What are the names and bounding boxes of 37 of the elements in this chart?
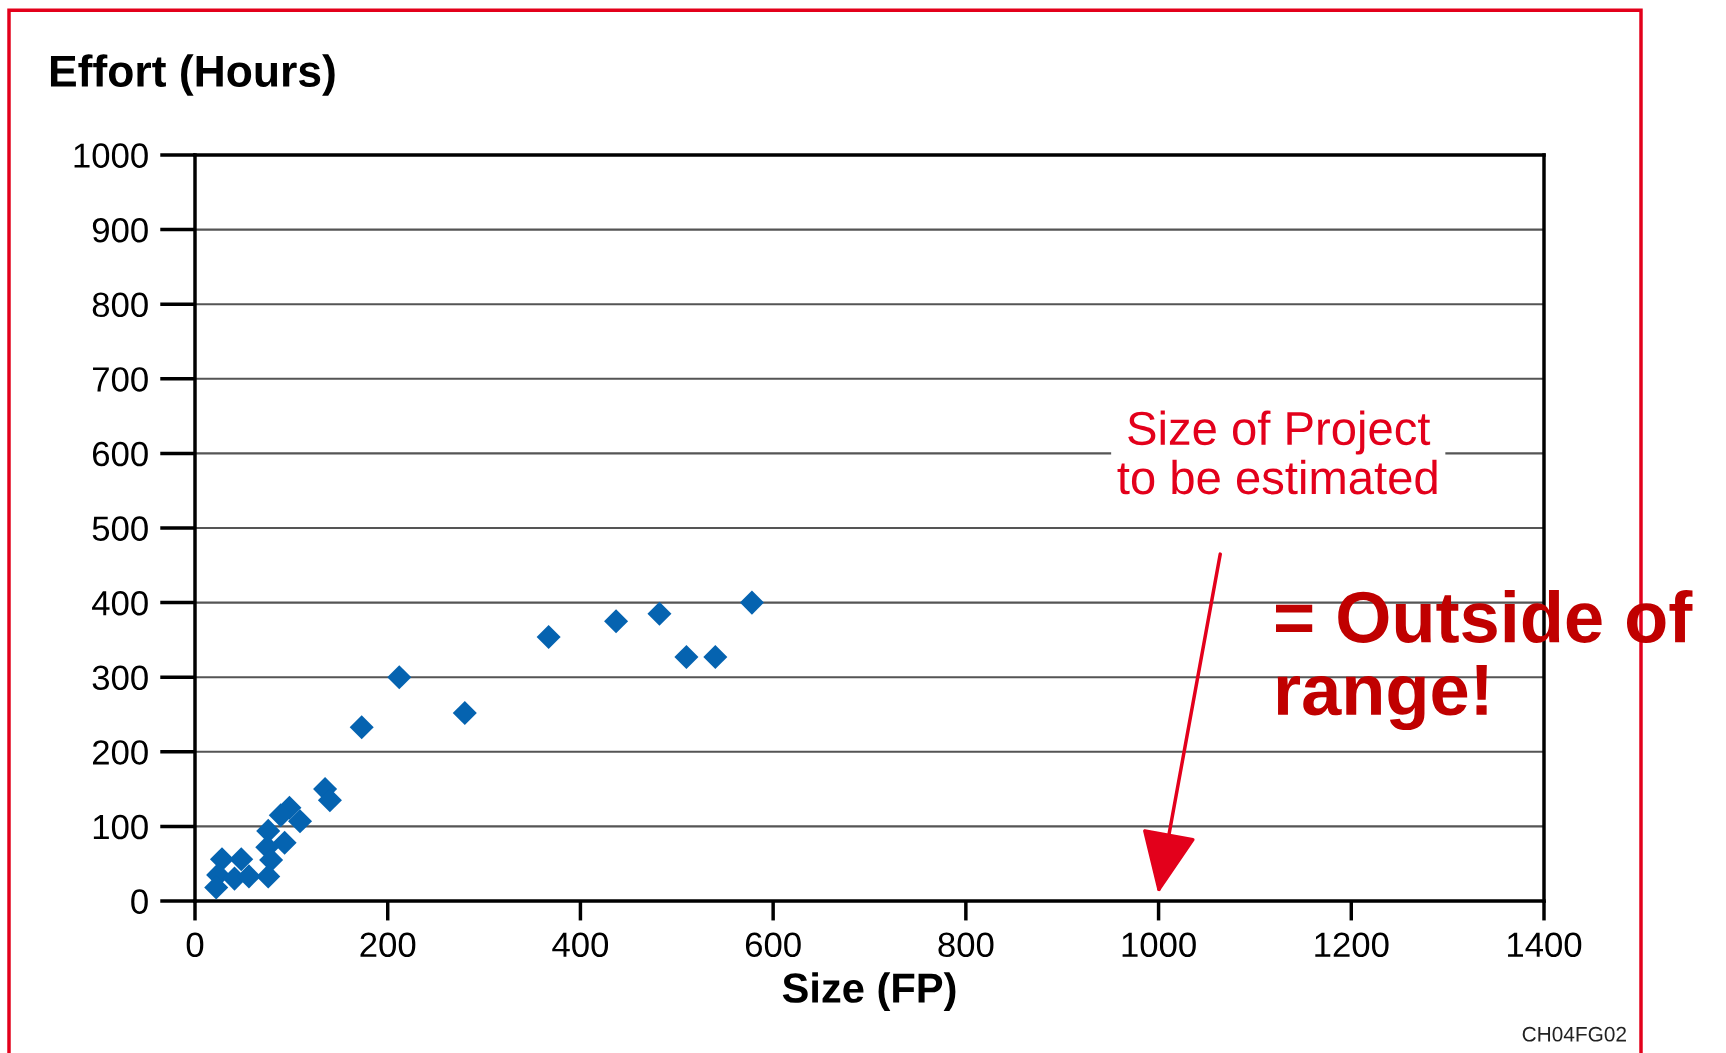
x-tick-label: 0: [186, 932, 204, 958]
annotation: Size of Project to be estimated: [1117, 410, 1437, 495]
point: [604, 609, 629, 634]
y-tick-label: 500: [92, 516, 148, 541]
point: [387, 665, 412, 690]
x-tick-label: 1200: [1315, 932, 1389, 958]
x-tick-label: 200: [360, 932, 416, 958]
y-tick-label: 200: [92, 740, 148, 765]
point: [272, 830, 297, 855]
y-tick-label: 900: [92, 217, 148, 243]
point: [739, 590, 764, 615]
point: [256, 864, 281, 889]
point: [256, 818, 281, 843]
x-tick-label: 1400: [1508, 932, 1582, 958]
x-tick-label: 600: [745, 932, 801, 958]
x-axis-title: Size (FP): [782, 972, 956, 1012]
y-tick-label: 100: [93, 814, 148, 840]
point: [452, 700, 477, 726]
y-tick-label: 300: [92, 665, 148, 691]
x-tick-label: 400: [552, 932, 609, 958]
y-tick-label: 700: [93, 367, 148, 392]
text: CH04FG02: [1522, 1026, 1626, 1042]
y-tick-label: 600: [93, 441, 148, 467]
y-tick-label: 400: [92, 590, 148, 616]
y-tick-label: 0: [131, 889, 148, 914]
point: [536, 624, 561, 649]
point: [349, 715, 374, 740]
point: [647, 601, 672, 626]
x-tick-label: 800: [938, 932, 994, 958]
y-tick-label: 800: [92, 292, 148, 318]
y-tick-label: 1000: [74, 143, 148, 168]
point: [288, 809, 313, 834]
point: [674, 645, 699, 670]
x-tick-label: 1000: [1122, 932, 1196, 958]
point: [229, 847, 254, 872]
y-axis-title: Effort (Hours): [50, 54, 335, 96]
point: [703, 645, 728, 670]
